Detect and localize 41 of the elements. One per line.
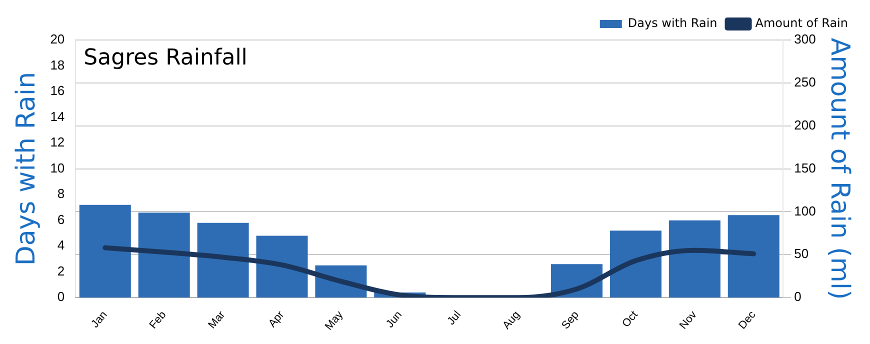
bar: [256, 236, 308, 298]
legend-label: Days with Rain: [628, 16, 718, 30]
y2-tick-label: 300: [794, 32, 816, 47]
x-tick-label: Jun: [384, 309, 405, 330]
y-axis-title: Days with Rain: [11, 72, 42, 266]
x-tick-label: Apr: [266, 308, 287, 330]
y-tick-label: 12: [50, 134, 65, 150]
y-tick-label: 2: [57, 263, 65, 278]
x-tick-label: Dec: [736, 308, 759, 332]
y-tick-label: 16: [50, 83, 65, 98]
bar: [728, 215, 780, 298]
x-tick-label: Feb: [147, 309, 169, 332]
y-tick-label: 6: [57, 212, 65, 227]
y2-tick-label: 0: [794, 289, 802, 304]
y2-tick-label: 250: [794, 74, 816, 90]
y-tick-label: 14: [50, 108, 65, 124]
x-tick-label: Nov: [678, 308, 700, 332]
bar: [138, 212, 190, 298]
y-tick-label: 4: [57, 238, 65, 253]
y2-tick-label: 150: [794, 160, 816, 176]
x-tick-label: Mar: [206, 308, 228, 332]
y-tick-label: 8: [57, 186, 65, 202]
x-tick-label: Jul: [445, 309, 464, 328]
legend-label: Amount of Rain: [755, 16, 848, 30]
y-tick-label: 20: [50, 32, 65, 47]
x-tick-label: Oct: [620, 309, 640, 330]
x-tick-label: Jan: [89, 309, 110, 330]
chart-title: Sagres Rainfall: [84, 46, 248, 71]
x-tick-label: Aug: [500, 309, 522, 332]
y2-tick-label: 50: [794, 246, 809, 262]
y2-tick-label: 100: [794, 203, 816, 218]
bar: [610, 230, 662, 298]
x-tick-label: Sep: [560, 309, 582, 332]
y2-tick-label: 200: [794, 117, 816, 132]
bar: [668, 220, 720, 298]
bar: [197, 222, 249, 298]
y-tick-label: 18: [50, 57, 65, 72]
y-tick-label: 10: [50, 160, 65, 176]
y-tick-label: 0: [57, 289, 65, 304]
bar: [79, 204, 131, 298]
y2-axis-title: Amount of Rain (ml): [824, 38, 855, 300]
